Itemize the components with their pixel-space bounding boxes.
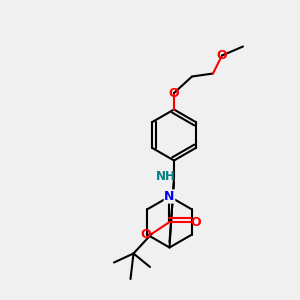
Text: N: N — [164, 190, 175, 203]
Text: O: O — [141, 227, 152, 241]
Text: NH: NH — [156, 170, 176, 184]
Text: O: O — [169, 86, 179, 100]
Text: O: O — [190, 215, 201, 229]
Text: O: O — [217, 49, 227, 62]
